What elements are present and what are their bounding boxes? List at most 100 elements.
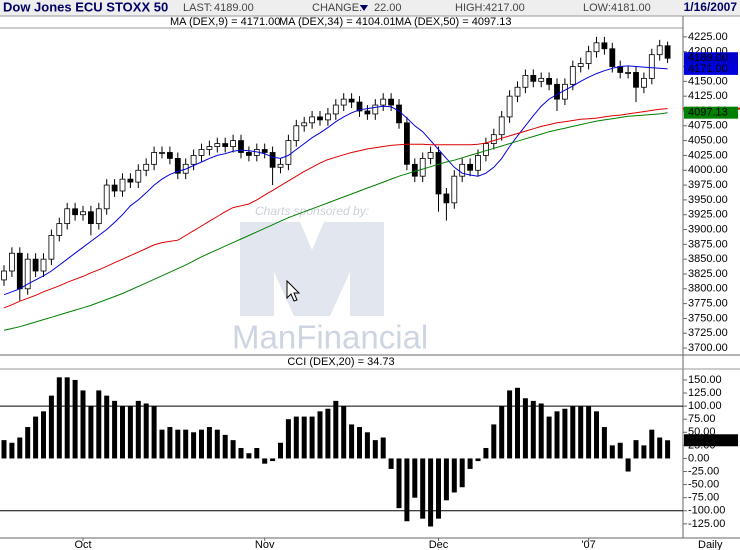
candle-body <box>32 258 39 272</box>
candle-body <box>569 66 576 85</box>
candle-body <box>214 143 221 147</box>
y-tick-label: 4150.00 <box>688 75 728 87</box>
y-tick-label: 3775.00 <box>688 298 728 310</box>
value-badge <box>684 62 738 75</box>
bar <box>428 458 434 527</box>
candle-body <box>396 104 402 124</box>
candle-body <box>269 152 276 168</box>
bar <box>9 442 15 459</box>
bar <box>641 445 647 459</box>
candle-body <box>111 184 118 192</box>
bar <box>388 458 394 469</box>
candle-body <box>617 66 624 73</box>
bar <box>262 458 268 464</box>
y-tick-label: -25.00 <box>688 465 719 477</box>
bar <box>530 400 536 459</box>
value-badge <box>684 52 738 65</box>
candle-body <box>48 235 55 260</box>
candle-body <box>285 140 292 165</box>
y-tick-label: 75.00 <box>688 413 716 425</box>
candle-body <box>577 63 584 67</box>
bar <box>143 403 149 459</box>
stat-value: 4217.00 <box>485 2 525 14</box>
bar <box>135 400 141 459</box>
y-tick-label: 125.00 <box>688 387 722 399</box>
bar <box>420 458 426 519</box>
candle-body <box>8 252 15 272</box>
candle-body <box>261 149 268 153</box>
candle-body <box>664 45 671 59</box>
bar <box>270 458 276 462</box>
bar <box>633 440 639 459</box>
ma-line <box>3 108 668 309</box>
bar <box>80 390 86 459</box>
chart-title: Dow Jones ECU STOXX 50 <box>3 0 168 14</box>
candle-body <box>159 152 165 154</box>
y-tick-label: 4050.00 <box>688 135 728 147</box>
candle-body <box>625 72 631 74</box>
candle-body <box>151 152 158 165</box>
bar <box>301 416 307 459</box>
bar <box>609 445 615 459</box>
candle-body <box>435 152 442 195</box>
candle-body <box>190 155 197 165</box>
candle-body <box>475 155 481 171</box>
bar <box>96 390 102 459</box>
value-badge-label: 34.73 <box>688 434 716 446</box>
bar <box>562 408 568 459</box>
x-tick-label: Nov <box>255 539 275 550</box>
bar <box>554 411 560 459</box>
bar <box>88 406 94 459</box>
bar <box>64 377 70 459</box>
bar <box>159 429 165 459</box>
y-tick-label: 3725.00 <box>688 327 728 339</box>
value-badge-label: 4097.13 <box>688 107 728 119</box>
bar <box>467 458 473 469</box>
bar <box>41 411 46 459</box>
candle-body <box>451 175 458 204</box>
stat-label: LOW: <box>583 2 611 14</box>
candle-body <box>530 75 537 82</box>
bar <box>507 390 513 459</box>
candle-body <box>72 208 78 216</box>
bar <box>72 379 78 459</box>
candle-body <box>633 72 639 88</box>
bar <box>617 442 623 459</box>
legend-entry: MA (DEX,50) = 4097.13 <box>395 16 511 28</box>
bar <box>341 406 347 459</box>
candle-body <box>1 270 7 281</box>
bar <box>657 437 663 459</box>
value-badge <box>684 434 738 447</box>
legend-entry: MA (DEX,9) = 4171.00 <box>170 16 280 28</box>
y-tick-label: 100.00 <box>688 400 722 412</box>
candle-body <box>364 110 371 115</box>
candle-body <box>245 152 252 156</box>
candle-body <box>198 149 205 156</box>
bar <box>499 406 505 459</box>
candle-body <box>80 211 86 216</box>
x-tick-label: Oct <box>74 539 91 550</box>
bar <box>665 440 671 459</box>
candle-body <box>317 116 323 121</box>
candle-body <box>522 75 529 88</box>
bar <box>357 427 362 459</box>
candle-body <box>419 157 426 177</box>
candle-body <box>88 211 94 224</box>
candle-body <box>656 45 663 56</box>
candle-body <box>443 193 450 204</box>
ma-line <box>3 112 668 331</box>
bar <box>649 429 655 459</box>
x-tick-label: '07 <box>581 539 595 550</box>
bar <box>515 387 520 459</box>
bar <box>293 416 299 459</box>
candle-body <box>16 252 23 290</box>
candle-body <box>293 125 300 142</box>
bar <box>183 429 189 459</box>
bar <box>546 416 552 459</box>
candle-body <box>490 134 497 144</box>
candle-body <box>498 116 505 136</box>
bar <box>175 429 181 459</box>
bar <box>151 406 157 459</box>
bar <box>222 434 228 459</box>
candle-body <box>467 163 474 171</box>
